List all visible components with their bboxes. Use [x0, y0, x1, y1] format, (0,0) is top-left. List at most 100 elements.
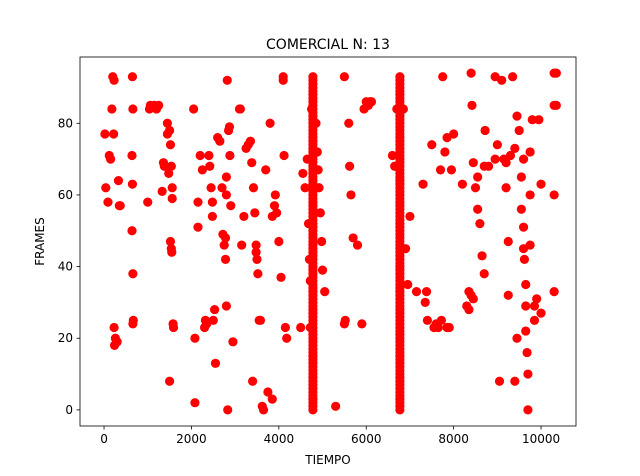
y-tick-label: 20 — [58, 331, 73, 345]
data-point — [278, 72, 288, 82]
data-point — [267, 394, 277, 404]
data-point — [317, 236, 327, 247]
y-axis-ticks: 0 20 40 60 80 — [58, 116, 80, 417]
data-point — [298, 168, 308, 179]
data-point — [510, 376, 520, 386]
data-point — [128, 319, 138, 329]
data-point — [205, 161, 215, 171]
data-point — [109, 129, 119, 139]
data-point — [418, 179, 428, 189]
data-point — [265, 118, 275, 128]
data-point — [166, 161, 176, 171]
data-point — [403, 279, 413, 290]
data-point — [226, 201, 236, 211]
data-point — [237, 240, 247, 250]
data-point — [235, 104, 245, 114]
data-point — [270, 190, 280, 200]
data-point — [109, 322, 119, 333]
data-point — [193, 222, 203, 232]
data-point — [366, 97, 377, 107]
data-point — [279, 150, 289, 161]
data-point — [250, 208, 260, 218]
data-point — [245, 136, 256, 146]
data-point — [127, 226, 137, 236]
x-tick-label: 2000 — [176, 432, 207, 446]
data-point — [518, 222, 529, 232]
data-point — [339, 72, 349, 82]
data-point — [204, 150, 214, 161]
data-point — [207, 197, 218, 207]
data-point — [433, 322, 443, 333]
data-point — [206, 183, 216, 193]
data-point — [269, 201, 280, 211]
data-point — [503, 290, 513, 300]
data-point — [252, 254, 262, 265]
data-point — [164, 125, 175, 136]
data-points — [100, 68, 561, 415]
data-point — [189, 104, 199, 114]
data-point — [467, 100, 477, 110]
data-point — [193, 197, 203, 207]
data-point — [436, 315, 446, 325]
data-point — [165, 140, 176, 150]
data-point — [446, 165, 457, 175]
data-point — [101, 183, 111, 193]
data-point — [473, 172, 483, 182]
data-point — [352, 240, 363, 250]
data-point — [223, 405, 233, 415]
data-point — [421, 287, 432, 297]
data-point — [190, 398, 200, 408]
data-point — [168, 322, 179, 333]
x-tick-label: 6000 — [351, 432, 382, 446]
x-tick-label: 0 — [100, 432, 108, 446]
data-point — [190, 333, 200, 343]
data-point — [521, 326, 531, 336]
x-axis-ticks: 0 2000 4000 6000 8000 10000 — [100, 426, 560, 446]
data-point — [422, 315, 433, 325]
data-point — [258, 405, 269, 415]
data-point — [534, 115, 544, 125]
data-point — [468, 158, 478, 168]
data-point — [440, 147, 450, 157]
data-point — [127, 72, 138, 82]
data-point — [228, 337, 238, 347]
data-point — [532, 294, 542, 304]
data-point — [512, 111, 522, 121]
data-point — [435, 165, 446, 175]
data-point — [128, 269, 138, 279]
data-point — [494, 376, 505, 386]
data-point — [501, 158, 511, 168]
data-point — [105, 154, 116, 164]
data-point — [551, 100, 561, 110]
data-point — [519, 254, 530, 265]
data-point — [317, 265, 328, 275]
data-point — [340, 315, 350, 325]
data-point — [344, 118, 354, 128]
data-point — [210, 304, 220, 315]
data-point — [225, 150, 235, 161]
data-point — [210, 358, 221, 368]
data-point — [525, 147, 535, 157]
data-point — [525, 240, 535, 250]
data-point — [251, 240, 261, 250]
data-point — [348, 233, 358, 243]
data-point — [280, 322, 290, 333]
data-point — [315, 208, 325, 218]
data-point — [521, 301, 531, 311]
data-point — [503, 236, 513, 247]
data-point — [536, 179, 546, 189]
data-point — [411, 287, 422, 297]
data-point — [479, 269, 489, 279]
data-point — [109, 75, 119, 85]
data-point — [492, 140, 502, 150]
data-point — [220, 254, 231, 265]
data-point — [167, 193, 177, 204]
data-point — [217, 183, 227, 193]
data-point — [497, 75, 507, 85]
data-point — [272, 208, 282, 218]
x-axis-label: TIEMPO — [304, 453, 351, 467]
data-point — [331, 401, 341, 411]
data-point — [308, 72, 318, 82]
data-point — [107, 104, 117, 114]
y-tick-label: 80 — [58, 116, 73, 130]
